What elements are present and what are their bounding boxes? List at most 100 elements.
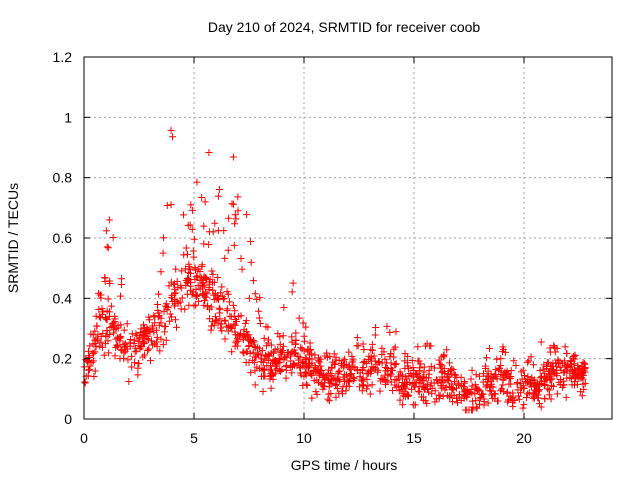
data-point: [265, 366, 273, 374]
data-point: [247, 258, 255, 266]
data-point: [305, 362, 313, 370]
data-point: [105, 216, 113, 224]
data-point: [524, 373, 532, 381]
data-point: [190, 253, 198, 261]
data-point: [493, 375, 501, 383]
data-point: [525, 389, 533, 397]
data-point: [205, 148, 213, 156]
data-point: [520, 401, 528, 409]
data-point: [371, 331, 379, 339]
data-point: [449, 385, 457, 393]
data-point: [319, 385, 327, 393]
data-point: [301, 337, 309, 345]
data-point: [372, 324, 380, 331]
data-point: [255, 345, 263, 353]
data-point: [574, 372, 582, 380]
data-point: [209, 270, 217, 278]
data-point: [128, 330, 136, 338]
data-point: [465, 388, 473, 396]
data-point: [529, 361, 537, 369]
data-point: [328, 372, 336, 380]
data-point: [326, 379, 334, 387]
data-point: [471, 381, 479, 389]
data-point: [171, 316, 179, 324]
data-point: [264, 357, 272, 365]
data-point: [367, 346, 375, 354]
data-point: [296, 353, 304, 361]
data-point: [125, 377, 133, 385]
x-tick-label: 20: [516, 430, 532, 446]
data-point: [111, 352, 119, 360]
data-point: [514, 386, 522, 394]
data-point: [387, 364, 395, 372]
data-point: [547, 395, 555, 403]
data-point: [367, 367, 375, 375]
data-point: [109, 234, 117, 242]
data-point: [314, 357, 322, 365]
data-point: [453, 399, 461, 407]
data-point: [397, 371, 405, 379]
data-point: [256, 320, 264, 328]
data-point: [200, 282, 208, 290]
data-point: [406, 369, 414, 377]
data-point: [420, 363, 428, 371]
data-point: [378, 344, 386, 352]
data-point: [232, 316, 240, 324]
data-point: [182, 244, 190, 252]
data-point: [200, 240, 208, 248]
data-point: [432, 376, 440, 384]
data-point: [225, 298, 233, 306]
data-point: [201, 198, 209, 206]
data-point: [259, 366, 267, 374]
data-point: [163, 306, 171, 314]
data-point: [166, 317, 174, 325]
data-point: [280, 355, 288, 363]
data-point: [155, 290, 163, 298]
data-point: [176, 298, 184, 306]
data-point: [195, 297, 203, 305]
data-point: [274, 330, 282, 338]
data-point: [507, 367, 515, 375]
data-point: [325, 390, 333, 398]
data-point: [553, 363, 561, 371]
y-axis-label: SRMTID / TECUs: [5, 183, 21, 293]
data-point: [152, 338, 160, 346]
data-point: [128, 352, 136, 360]
data-point: [342, 387, 350, 395]
data-point: [416, 367, 424, 375]
data-point: [390, 353, 398, 361]
data-point: [496, 387, 504, 395]
data-point: [81, 379, 89, 387]
data-point: [86, 342, 94, 350]
data-point: [249, 277, 257, 285]
data-point: [381, 371, 389, 379]
data-point: [206, 315, 214, 323]
data-point: [578, 369, 586, 377]
data-point: [348, 352, 356, 360]
data-point: [549, 359, 557, 367]
data-point: [292, 350, 300, 358]
data-point: [402, 373, 410, 381]
data-point: [516, 379, 524, 387]
data-point: [297, 344, 305, 352]
data-point: [410, 367, 418, 375]
data-point: [427, 379, 435, 387]
data-point: [217, 324, 225, 332]
data-point: [412, 378, 420, 386]
data-point: [408, 371, 416, 379]
data-point: [535, 399, 543, 407]
data-point: [256, 365, 264, 373]
data-point: [137, 343, 145, 351]
data-point: [211, 290, 219, 298]
data-point: [545, 391, 553, 399]
data-point: [229, 301, 237, 309]
data-point: [160, 234, 168, 242]
data-point: [554, 357, 562, 365]
data-point: [401, 379, 409, 387]
data-point: [155, 309, 163, 317]
data-point: [87, 330, 95, 338]
data-point: [90, 372, 98, 380]
data-point: [396, 368, 404, 376]
